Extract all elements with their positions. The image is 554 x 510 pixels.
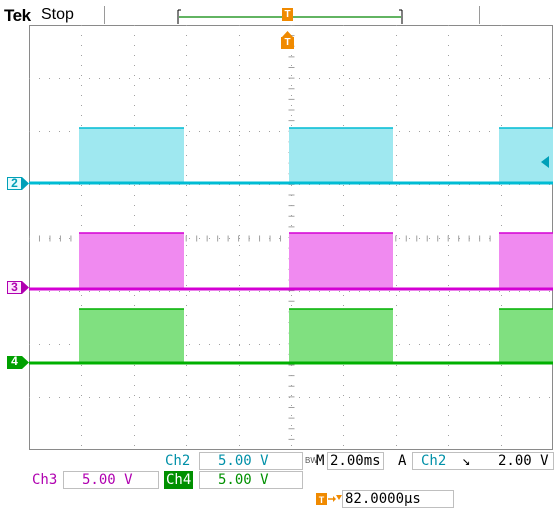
trigger-source: Ch2 [421, 453, 447, 469]
trigger-delay-readout[interactable]: 82.0000µs [342, 490, 454, 508]
top-status-bar: Tek Stop T [0, 0, 554, 26]
waveform-display[interactable] [29, 25, 553, 450]
pulse-high-region [289, 128, 393, 183]
pulse-high-region [499, 128, 553, 183]
channel-3-ground-marker[interactable]: 3 [7, 281, 22, 294]
bandwidth-limit-icon: BW [305, 456, 318, 465]
pulse-high-region [289, 309, 393, 363]
ch3-scale-readout[interactable]: 5.00 V [63, 471, 159, 489]
pulse-high-region [289, 233, 393, 289]
channel-3-trace [29, 232, 553, 291]
trigger-point-marker: T [281, 31, 294, 49]
timebase-prefix: M [316, 453, 325, 469]
trigger-position-arrow-icon: T [316, 493, 342, 505]
trigger-mode: A [398, 453, 407, 469]
pulse-high-region [499, 233, 553, 289]
channel-4-marker-arrow-icon [22, 356, 29, 369]
trigger-level-marker-icon [541, 156, 549, 168]
channel-4-ground-marker[interactable]: 4 [7, 355, 22, 369]
ch2-scale-readout[interactable]: 5.00 V [199, 452, 303, 470]
trigger-position-marker: T [282, 8, 293, 21]
channel-4-trace [29, 308, 553, 365]
trigger-slope-icon: ↘ [462, 453, 471, 469]
ch4-scale-readout[interactable]: 5.00 V [199, 471, 303, 489]
ch4-label: Ch4 [164, 471, 194, 489]
ch3-label: Ch3 [32, 472, 58, 488]
svg-text:T: T [319, 495, 325, 505]
pulse-high-region [79, 233, 184, 289]
pulse-high-region [79, 128, 184, 183]
status-separator-right [479, 6, 480, 24]
timebase-readout[interactable]: 2.00ms [327, 452, 384, 470]
brand-label: Tek [4, 6, 31, 25]
ch2-label: Ch2 [165, 453, 191, 469]
status-separator [104, 6, 105, 24]
channel-2-trace [29, 127, 553, 185]
channel-2-ground-marker[interactable]: 2 [7, 177, 22, 190]
pulse-high-region [499, 309, 553, 363]
channel-2-marker-arrow-icon [22, 177, 29, 190]
channel-3-marker-arrow-icon [22, 281, 29, 294]
trigger-level-readout: 2.00 V [498, 453, 549, 469]
acquisition-status: Stop [41, 6, 74, 23]
pulse-high-region [79, 309, 184, 363]
